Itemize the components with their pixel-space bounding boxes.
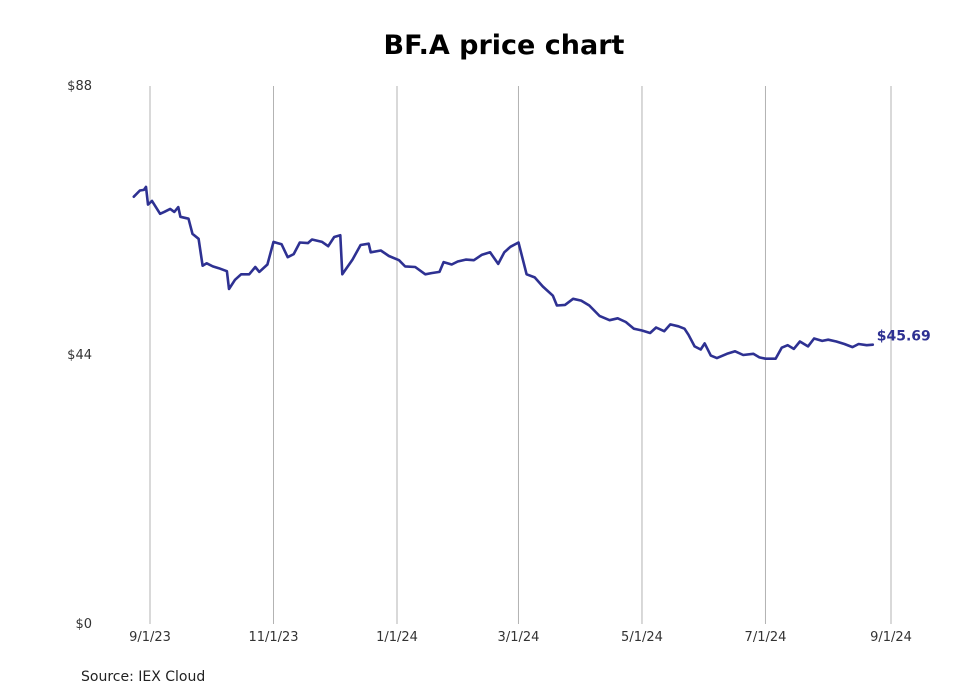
x-tick-label: 9/1/24 <box>870 630 912 645</box>
x-axis-tick-labels: 9/1/23 11/1/23 1/1/24 3/1/24 5/1/24 7/1/24 9/1… <box>129 630 912 645</box>
y-tick-label: $0 <box>75 617 92 632</box>
y-tick-label: $88 <box>67 79 92 94</box>
chart-title: BF.A price chart <box>383 30 625 61</box>
series-line-0 <box>132 185 875 360</box>
last-value-label: $45.69 <box>877 329 931 345</box>
x-tick-label: 11/1/23 <box>248 630 298 645</box>
x-tick-label: 5/1/24 <box>621 630 663 645</box>
gridlines <box>149 86 892 624</box>
x-tick-label: 1/1/24 <box>376 630 418 645</box>
x-tick-label: 3/1/24 <box>498 630 540 645</box>
y-tick-label: $44 <box>67 348 92 363</box>
series-layer: $45.69 <box>132 185 931 360</box>
x-tick-label: 9/1/23 <box>129 630 171 645</box>
y-axis-tick-labels: $0 $44 $88 <box>67 79 92 632</box>
price-chart: $0 $44 $88 9/1/23 11/1/23 1/1/24 3/1/24 5/1/24… <box>67 79 931 645</box>
x-tick-label: 7/1/24 <box>745 630 787 645</box>
source-note: Source: IEX Cloud <box>81 669 206 685</box>
